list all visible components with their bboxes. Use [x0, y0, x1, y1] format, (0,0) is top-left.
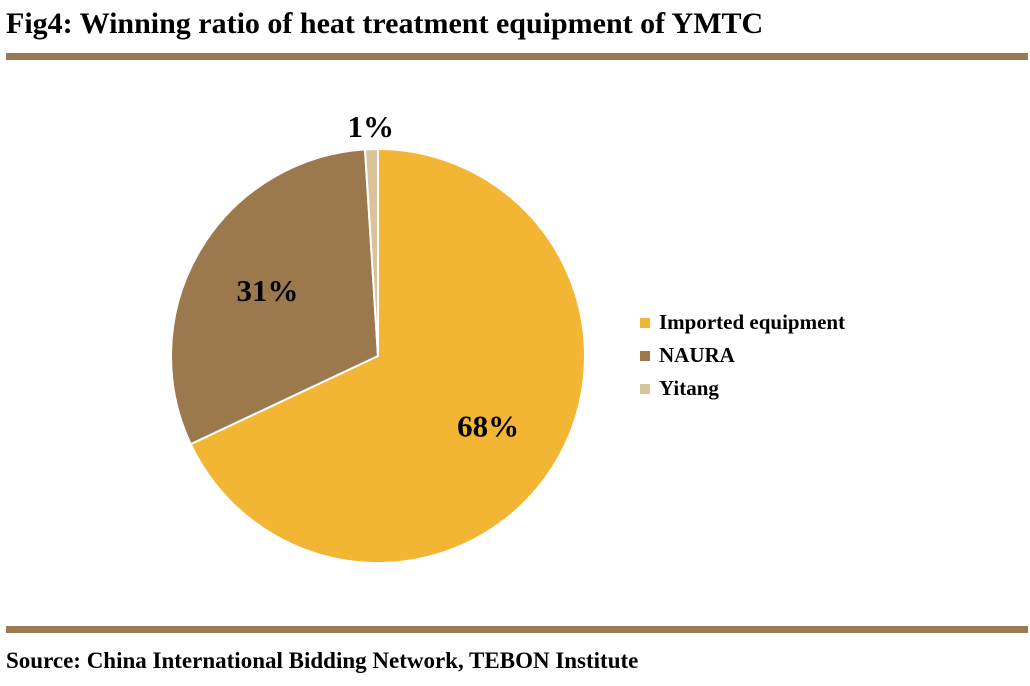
- legend-swatch: [640, 317, 650, 328]
- legend-label: Imported equipment: [659, 310, 846, 334]
- top-divider: [6, 53, 1028, 60]
- legend-swatch: [640, 383, 650, 394]
- pie-slice-naura: [170, 148, 380, 446]
- source-note: Source: China International Bidding Netw…: [6, 648, 639, 673]
- legend-swatch: [640, 350, 650, 361]
- legend-label: Yitang: [659, 376, 719, 400]
- legend-item-imported-equipment: Imported equipment: [640, 306, 845, 339]
- pie-data-labels: 68% 31% 1%: [237, 109, 520, 444]
- pie-chart: 68% 31% 1%: [170, 109, 586, 564]
- data-label-yitang: 1%: [348, 109, 395, 144]
- legend-item-naura: NAURA: [640, 339, 845, 372]
- pie-slices: [170, 147, 586, 564]
- bottom-divider: [6, 626, 1028, 633]
- data-label-imported-equipment: 68%: [457, 408, 519, 443]
- legend-label: NAURA: [659, 343, 735, 367]
- legend-item-yitang: Yitang: [640, 372, 845, 405]
- data-label-naura: 31%: [237, 273, 299, 308]
- figure-title: Fig4: Winning ratio of heat treatment eq…: [6, 7, 764, 40]
- pie-slice-imported-equipment: [189, 147, 586, 564]
- chart-legend: Imported equipment NAURA Yitang: [640, 306, 845, 405]
- pie-slice-yitang: [363, 147, 379, 357]
